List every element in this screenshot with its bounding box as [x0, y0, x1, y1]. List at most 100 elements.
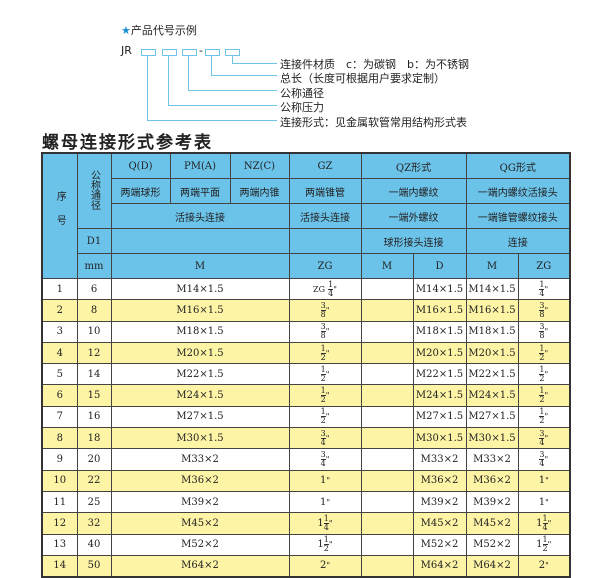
table-row: 2 8 M16×1.5 3 8 " M16×1.5 M16×1.5 3 8 "	[41, 299, 571, 322]
cell-qz-m	[360, 448, 414, 471]
cell-qz-d: M22×1.5	[412, 363, 467, 386]
cell-qg-zg: 1"	[517, 469, 571, 492]
header-cell: D1	[76, 228, 112, 254]
cell-qz-d: M52×2	[412, 533, 467, 556]
cell-no: 10	[41, 469, 78, 492]
table-row: 4 12 M20×1.5 1 2 " M20×1.5 M20×1.5 1 2 "	[41, 341, 571, 365]
cell-dn: 16	[76, 405, 112, 429]
cell-no: 11	[41, 490, 78, 514]
cell-no: 13	[41, 533, 78, 556]
cell-zg: 3 4 "	[288, 448, 362, 471]
cell-qz-m	[360, 405, 414, 429]
header-cell	[110, 228, 290, 254]
cell-no: 4	[41, 341, 78, 365]
cell-no: 8	[41, 427, 78, 450]
table-row: 9 20 M33×2 3 4 " M33×2 M33×2 3 4 "	[41, 448, 571, 471]
cell-m: M45×2	[110, 512, 290, 535]
header-cell: QZ形式	[360, 152, 467, 179]
cell-m: M16×1.5	[110, 299, 290, 322]
cell-qz-d: M24×1.5	[412, 384, 467, 407]
cell-qg-zg: 2"	[517, 554, 571, 578]
cell-qz-m	[360, 341, 414, 365]
header-cell: 球形接头连接	[360, 228, 467, 254]
header-cell: ZG	[288, 253, 362, 279]
cell-zg: ZG 1 4 "	[288, 277, 362, 301]
header-cell: ZG	[517, 253, 571, 279]
cell-no: 9	[41, 448, 78, 471]
header-cell: PM(A)	[169, 152, 231, 179]
cell-dn: 15	[76, 384, 112, 407]
cell-zg: 1"	[288, 469, 362, 492]
header-cell: 一端锥管螺纹接头	[465, 203, 571, 229]
header-dn: 公称通径	[76, 152, 112, 229]
cell-m: M36×2	[110, 469, 290, 492]
cell-no: 12	[41, 512, 78, 535]
code-dash: -	[199, 44, 203, 57]
nut-connection-table: 序号 公称通径 Q(D) PM(A) NZ(C) GZ QZ形式 QG形式 两端…	[41, 152, 571, 578]
cell-qg-zg: 1 1 4 "	[517, 512, 571, 535]
header-cell: M	[110, 253, 290, 279]
legend-connection: 连接形式：见金属软管常用结构形式表	[280, 116, 467, 129]
cell-qz-d: M45×2	[412, 512, 467, 535]
header-cell: 一端内螺纹	[360, 178, 467, 204]
header-cell: 两端平面	[169, 178, 231, 204]
cell-qz-d: M39×2	[412, 490, 467, 514]
cell-qz-d: M18×1.5	[412, 320, 467, 343]
cell-qz-m	[360, 277, 414, 301]
header-cell: 连接	[465, 228, 571, 254]
header-cell: 活接头连接	[110, 203, 290, 229]
cell-no: 5	[41, 363, 78, 386]
header-cell: QG形式	[465, 152, 571, 179]
cell-qg-m: M20×1.5	[465, 341, 519, 365]
header-seq: 序号	[41, 152, 78, 279]
table-row: 5 14 M22×1.5 1 2 " M22×1.5 M22×1.5 1 2 "	[41, 363, 571, 386]
cell-qg-m: M16×1.5	[465, 299, 519, 322]
cell-qz-d: M36×2	[412, 469, 467, 492]
cell-qg-zg: 3 8 "	[517, 299, 571, 322]
cell-no: 6	[41, 384, 78, 407]
cell-m: M20×1.5	[110, 341, 290, 365]
code-example-heading: ★产品代号示例	[121, 24, 197, 37]
cell-qg-m: M64×2	[465, 554, 519, 578]
cell-dn: 20	[76, 448, 112, 471]
cell-m: M39×2	[110, 490, 290, 514]
cell-qg-zg: 1 2 "	[517, 405, 571, 429]
cell-zg: 1 2 "	[288, 405, 362, 429]
header-cell: 两端锥管	[288, 178, 362, 204]
table-title: 螺母连接形式参考表	[42, 133, 213, 153]
code-slot	[225, 49, 240, 56]
cell-zg: 1 2 "	[288, 384, 362, 407]
cell-qg-zg: 3 4 "	[517, 448, 571, 471]
header-cell: 一端外螺纹	[360, 203, 467, 229]
code-slot	[182, 49, 197, 56]
code-slot	[162, 49, 177, 56]
legend-pressure: 公称压力	[280, 101, 324, 114]
table-row: 1 6 M14×1.5 ZG 1 4 " M14×1.5 M14×1.5 1 4 "	[41, 277, 571, 301]
cell-qz-d: M16×1.5	[412, 299, 467, 322]
cell-dn: 10	[76, 320, 112, 343]
code-slot	[141, 49, 156, 56]
table-row: 11 25 M39×2 1" M39×2 M39×2 1"	[41, 490, 571, 514]
cell-no: 1	[41, 277, 78, 301]
table-row: 10 22 M36×2 1" M36×2 M36×2 1"	[41, 469, 571, 492]
legend-material: 连接件材质 c：为碳钢 b：为不锈钢	[280, 58, 470, 71]
cell-zg: 3 8 "	[288, 299, 362, 322]
cell-qg-m: M30×1.5	[465, 427, 519, 450]
cell-qz-m	[360, 427, 414, 450]
cell-qg-zg: 3 4 "	[517, 427, 571, 450]
cell-no: 7	[41, 405, 78, 429]
header-cell	[288, 228, 362, 254]
cell-zg: 1 2 "	[288, 341, 362, 365]
cell-dn: 12	[76, 341, 112, 365]
